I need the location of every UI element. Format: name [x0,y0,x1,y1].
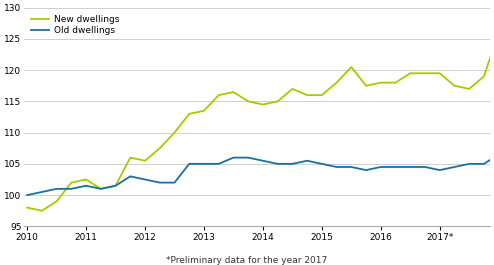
Old dwellings [201,162,207,165]
Old dwellings [83,184,89,187]
New dwellings [260,103,266,106]
Old dwellings [39,190,45,193]
New dwellings [98,187,104,191]
Line: New dwellings: New dwellings [27,33,494,211]
New dwellings [333,81,339,84]
Old dwellings [216,162,222,165]
Old dwellings [98,187,104,191]
New dwellings [54,200,60,203]
Old dwellings [260,159,266,162]
New dwellings [422,72,428,75]
New dwellings [407,72,413,75]
Old dwellings [171,181,177,184]
Old dwellings [319,162,325,165]
Line: Old dwellings: Old dwellings [27,151,494,195]
New dwellings [466,87,472,90]
Old dwellings [363,169,369,172]
New dwellings [481,75,487,78]
Old dwellings [127,175,133,178]
Old dwellings [393,165,399,169]
New dwellings [393,81,399,84]
New dwellings [378,81,384,84]
Old dwellings [481,162,487,165]
New dwellings [275,100,281,103]
Old dwellings [378,165,384,169]
Old dwellings [348,165,354,169]
Old dwellings [407,165,413,169]
New dwellings [68,181,74,184]
New dwellings [186,112,192,116]
Old dwellings [304,159,310,162]
Old dwellings [452,165,457,169]
Legend: New dwellings, Old dwellings: New dwellings, Old dwellings [29,12,122,37]
New dwellings [171,131,177,134]
New dwellings [245,100,251,103]
Old dwellings [157,181,163,184]
New dwellings [83,178,89,181]
Old dwellings [186,162,192,165]
Old dwellings [68,187,74,191]
Old dwellings [245,156,251,159]
Old dwellings [24,193,30,197]
New dwellings [452,84,457,87]
New dwellings [113,184,119,187]
New dwellings [157,147,163,150]
New dwellings [216,94,222,97]
New dwellings [24,206,30,209]
New dwellings [142,159,148,162]
New dwellings [319,94,325,97]
New dwellings [201,109,207,112]
Old dwellings [231,156,237,159]
Old dwellings [437,169,443,172]
Old dwellings [289,162,295,165]
Old dwellings [466,162,472,165]
New dwellings [437,72,443,75]
Old dwellings [333,165,339,169]
New dwellings [231,90,237,94]
Text: *Preliminary data for the year 2017: *Preliminary data for the year 2017 [166,256,328,265]
Old dwellings [113,184,119,187]
Old dwellings [54,187,60,191]
New dwellings [363,84,369,87]
Old dwellings [142,178,148,181]
New dwellings [348,65,354,69]
Old dwellings [275,162,281,165]
Old dwellings [422,165,428,169]
New dwellings [39,209,45,212]
New dwellings [127,156,133,159]
New dwellings [289,87,295,90]
New dwellings [304,94,310,97]
